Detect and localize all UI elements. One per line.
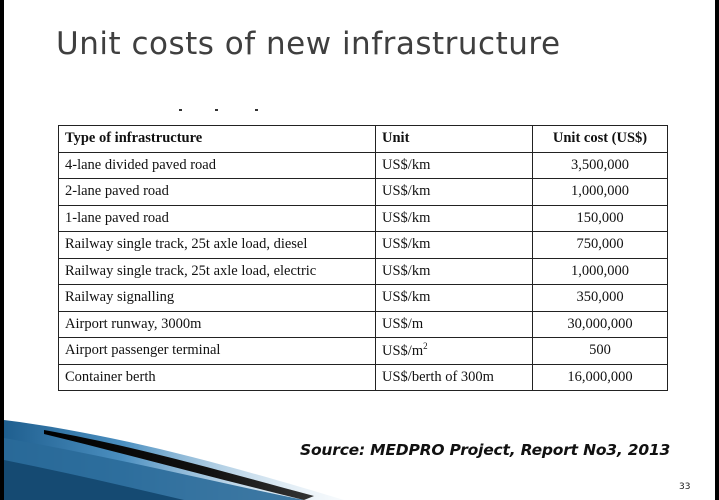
source-citation: Source: MEDPRO Project, Report No3, 2013 [300, 441, 671, 459]
cell-type: 2-lane paved road [58, 178, 376, 206]
slide: Unit costs of new infrastructure Type of… [4, 0, 715, 500]
cell-cost: 350,000 [532, 284, 668, 312]
table-row: Railway single track, 25t axle load, die… [58, 231, 668, 259]
table-row: 4-lane divided paved road US$/km 3,500,0… [58, 151, 668, 179]
cell-cost: 500 [532, 337, 668, 365]
unit-text: US$/m [382, 343, 424, 360]
cell-cost: 1,000,000 [532, 178, 668, 206]
table-row: Airport runway, 3000m US$/m 30,000,000 [58, 310, 668, 338]
cell-unit: US$/km [375, 231, 533, 259]
cell-cost: 150,000 [532, 204, 668, 232]
header-unit: Unit [375, 125, 533, 153]
table-row: 2-lane paved road US$/km 1,000,000 [58, 178, 668, 206]
table-header-row: Type of infrastructure Unit Unit cost (U… [58, 125, 668, 153]
cell-unit: US$/km [375, 284, 533, 312]
table-row: Airport passenger terminal US$/m2 500 [58, 337, 668, 365]
cell-unit: US$/m2 [375, 337, 533, 365]
page-number: 33 [679, 482, 691, 492]
table-row: Railway signalling US$/km 350,000 [58, 284, 668, 312]
cell-cost: 30,000,000 [532, 310, 668, 338]
header-unit-cost: Unit cost (US$) [532, 125, 668, 153]
cell-cost: 1,000,000 [532, 257, 668, 285]
slide-title: Unit costs of new infrastructure [56, 26, 561, 62]
cell-type: 4-lane divided paved road [58, 151, 376, 179]
header-type: Type of infrastructure [58, 125, 376, 153]
cell-unit: US$/m [375, 310, 533, 338]
cell-type: Railway single track, 25t axle load, ele… [58, 257, 376, 285]
table-row: Container berth US$/berth of 300m 16,000… [58, 363, 668, 391]
decorative-swoosh [4, 420, 344, 500]
cell-unit: US$/berth of 300m [375, 363, 533, 391]
cell-type: Airport passenger terminal [58, 337, 376, 365]
cell-cost: 16,000,000 [532, 363, 668, 391]
cell-unit: US$/km [375, 257, 533, 285]
cell-type: Airport runway, 3000m [58, 310, 376, 338]
cell-cost: 3,500,000 [532, 151, 668, 179]
cell-type: Container berth [58, 363, 376, 391]
cell-cost: 750,000 [532, 231, 668, 259]
cell-unit: US$/km [375, 204, 533, 232]
table-row: 1-lane paved road US$/km 150,000 [58, 204, 668, 232]
cell-unit: US$/km [375, 151, 533, 179]
cell-type: 1-lane paved road [58, 204, 376, 232]
unit-superscript: 2 [423, 341, 428, 352]
cropped-caption-marks [179, 109, 269, 119]
cell-type: Railway single track, 25t axle load, die… [58, 231, 376, 259]
unit-cost-table: Type of infrastructure Unit Unit cost (U… [58, 125, 668, 391]
cell-type: Railway signalling [58, 284, 376, 312]
table-row: Railway single track, 25t axle load, ele… [58, 257, 668, 285]
cell-unit: US$/km [375, 178, 533, 206]
